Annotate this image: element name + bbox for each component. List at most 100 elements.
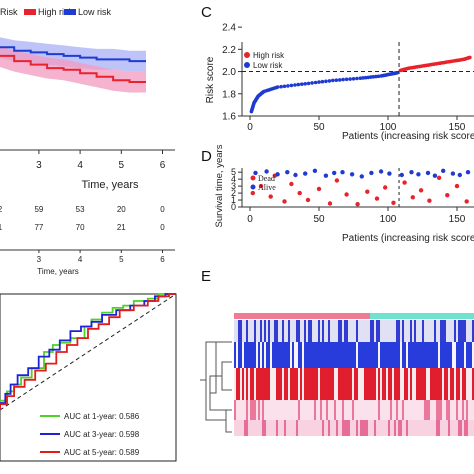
d-point-alive	[285, 170, 290, 175]
c-y-tick-label: 1.6	[222, 112, 236, 123]
d-y-label: Survival time, years	[214, 144, 225, 227]
d-point-alive	[323, 173, 329, 178]
risk-table-tick-label: 4	[78, 255, 83, 264]
heatmap-cell	[466, 368, 468, 400]
heatmap-cell	[294, 342, 296, 368]
d-x-tick-label: 100	[380, 214, 397, 225]
km-x-tick-label: 2	[0, 160, 1, 171]
c-point-low	[275, 85, 280, 89]
heatmap-cell	[396, 320, 398, 342]
heatmap-cell	[460, 368, 462, 400]
d-y-tick-label: 3	[231, 181, 236, 191]
heatmap-cell	[402, 368, 404, 400]
heatmap-cell	[310, 320, 312, 342]
heatmap-cell	[296, 420, 298, 436]
d-point-dead	[365, 189, 370, 194]
d-point-dead	[355, 202, 360, 207]
heatmap-cell	[246, 420, 248, 436]
d-x-ticks: 0 50 100 150	[247, 207, 466, 225]
heatmap-cell	[256, 342, 258, 368]
heatmap-cell	[264, 342, 266, 368]
risk-table: 725953200 817770210 23456 Time, years	[0, 205, 175, 276]
heatmap-row-2	[234, 342, 474, 368]
d-x-tick-label: 150	[449, 214, 466, 225]
c-point-low	[376, 74, 381, 79]
d-point-dead	[418, 188, 424, 193]
d-point-alive	[253, 170, 258, 176]
d-point-dead	[402, 180, 407, 185]
heatmap-cell	[378, 320, 380, 342]
heatmap-cell	[322, 420, 324, 436]
heatmap-cell	[412, 368, 414, 400]
km-legend: Risk High risk Low risk	[0, 7, 112, 17]
heatmap-cell	[386, 368, 388, 400]
risk-table-cell: 72	[0, 205, 3, 214]
heatmap-cell	[328, 420, 330, 436]
heatmap-cell	[402, 400, 404, 420]
d-point-dead	[250, 190, 255, 196]
heatmap-cell	[454, 342, 456, 368]
heatmap-cell	[334, 400, 336, 420]
heatmap-cell	[466, 400, 468, 420]
km-legend-high-swatch	[24, 9, 36, 15]
c-x-label: Patients (increasing risk score)	[342, 131, 474, 142]
km-legend-low: Low risk	[78, 7, 112, 17]
heatmap-cell	[408, 368, 410, 400]
heatmap-cell	[302, 368, 304, 400]
d-point-dead	[289, 181, 294, 187]
c-x-tick-label: 150	[449, 122, 466, 133]
heatmap-cell	[288, 368, 290, 400]
dendro-branch-1	[221, 361, 232, 391]
heatmap-cell	[362, 368, 364, 400]
heatmap-cell	[424, 400, 426, 420]
c-point-low	[348, 77, 352, 81]
d-point-dead	[383, 185, 388, 190]
c-point-low	[300, 82, 304, 86]
d-point-alive	[378, 169, 384, 174]
roc-legend-1y: AUC at 1-year: 0.586	[64, 412, 140, 421]
heatmap-cell	[314, 400, 316, 420]
heatmap-cell	[370, 320, 372, 342]
heatmap-cell	[444, 320, 446, 342]
c-point-low	[395, 71, 399, 75]
d-point-alive	[275, 172, 280, 177]
km-x-ticks: 2 3 4 5 6	[0, 150, 166, 171]
heatmap-group-bar-high	[234, 313, 370, 319]
heatmap-cell	[398, 420, 400, 436]
heatmap-cell	[400, 420, 402, 436]
heatmap-cell	[248, 368, 250, 400]
km-line-low	[0, 46, 146, 63]
heatmap-cell	[446, 400, 448, 420]
heatmap-cell	[260, 320, 262, 342]
c-point-low	[331, 78, 335, 83]
heatmap-cells	[234, 320, 474, 436]
c-point-low	[344, 77, 349, 82]
panel-letter-e: E	[201, 268, 211, 285]
heatmap-cell	[440, 400, 442, 420]
d-y-tick-label: 0	[231, 202, 236, 212]
heatmap-cell	[414, 368, 416, 400]
roc-legend: AUC at 1-year: 0.586 AUC at 3-year: 0.59…	[40, 412, 140, 457]
roc-curves	[0, 293, 176, 410]
heatmap-cell	[326, 400, 328, 420]
heatmap-cell	[464, 320, 466, 342]
heatmap-cell	[274, 368, 276, 400]
c-point-low	[341, 77, 345, 82]
heatmap-cell	[268, 320, 270, 342]
heatmap-cell	[244, 420, 246, 436]
panel-letter-c: C	[201, 4, 212, 21]
c-y-tick-label: 2.4	[222, 23, 236, 34]
heatmap-cell	[438, 420, 440, 436]
km-line-high	[0, 54, 146, 83]
km-x-label: Time, years	[81, 179, 139, 191]
heatmap-cell	[342, 420, 344, 436]
roc-legend-5y: AUC at 5-year: 0.589	[64, 448, 140, 457]
heatmap-cell	[438, 342, 440, 368]
heatmap-cell	[290, 342, 292, 368]
heatmap-cell	[260, 342, 262, 368]
roc-frame	[0, 293, 177, 462]
heatmap-cell	[360, 420, 362, 436]
d-y-tick-label: 1	[231, 195, 236, 205]
heatmap-cell	[426, 368, 428, 400]
